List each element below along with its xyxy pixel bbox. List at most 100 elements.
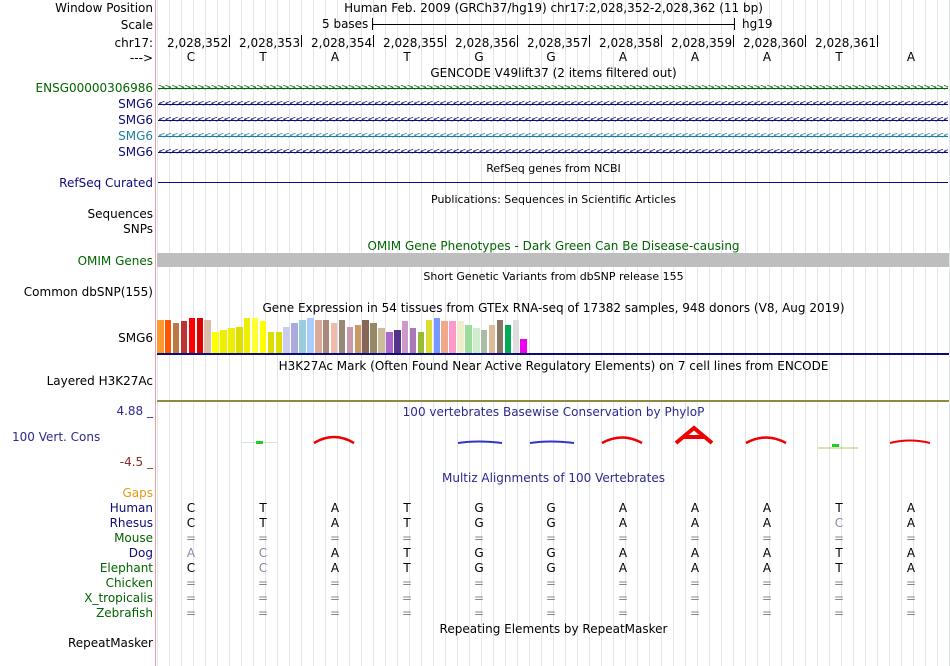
- h3k27ac-label[interactable]: Layered H3K27Ac: [46, 374, 153, 388]
- gtex-tissue-bar[interactable]: [267, 332, 275, 353]
- reference-base: A: [906, 50, 916, 64]
- gtex-tissue-bar[interactable]: [480, 330, 488, 353]
- gtex-tissue-bar[interactable]: [236, 327, 243, 353]
- ruler-tick: [517, 35, 518, 47]
- gtex-expression-bars[interactable]: [157, 318, 537, 353]
- species-label[interactable]: Human: [109, 501, 153, 515]
- gtex-tissue-bar[interactable]: [180, 321, 188, 353]
- refseq-label[interactable]: RefSeq Curated: [59, 176, 153, 190]
- aligned-base: A: [618, 546, 628, 560]
- repeatmasker-label[interactable]: RepeatMasker: [67, 636, 153, 650]
- species-label[interactable]: Zebrafish: [96, 606, 153, 620]
- gtex-tissue-bar[interactable]: [220, 330, 227, 353]
- gencode-transcript-strand[interactable]: >>>>>>>>>>>>>>>>>>>>>>>>>>>>>>>>>>>>>>>>…: [158, 83, 948, 93]
- ruler-position: 2,028,355: [383, 36, 445, 50]
- grid-line: [529, 0, 530, 666]
- grid-line: [757, 0, 758, 666]
- ruler-tick: [445, 35, 446, 47]
- gtex-tissue-bar[interactable]: [425, 320, 433, 353]
- gtex-tissue-bar[interactable]: [512, 320, 519, 353]
- dbsnp-label[interactable]: Common dbSNP(155): [23, 285, 153, 299]
- gtex-tissue-bar[interactable]: [465, 325, 472, 353]
- aligned-base: =: [185, 606, 197, 620]
- gtex-tissue-bar[interactable]: [315, 320, 322, 353]
- gtex-tissue-bar[interactable]: [338, 320, 346, 353]
- aligned-base: T: [403, 561, 411, 575]
- gencode-item-label[interactable]: SMG6: [118, 113, 153, 127]
- gtex-tissue-bar[interactable]: [409, 328, 417, 353]
- gtex-tissue-bar[interactable]: [164, 320, 172, 353]
- species-label[interactable]: Dog: [128, 546, 153, 560]
- h3k27ac-title: H3K27Ac Mark (Often Found Near Active Re…: [278, 359, 829, 373]
- gtex-tissue-bar[interactable]: [212, 332, 219, 353]
- phylop-mark-g2: [529, 440, 575, 444]
- reference-base: T: [403, 50, 411, 64]
- gtex-tissue-bar[interactable]: [441, 321, 448, 353]
- gencode-transcript-strand[interactable]: <<<<<<<<<<<<<<<<<<<<<<<<<<<<<<<<<<<<<<<<…: [158, 131, 948, 141]
- gtex-tissue-bar[interactable]: [157, 320, 164, 353]
- gtex-tissue-bar[interactable]: [283, 327, 290, 353]
- gtex-gene-line[interactable]: [157, 353, 949, 355]
- aligned-base: =: [473, 591, 485, 605]
- assembly-title[interactable]: Human Feb. 2009 (GRCh37/hg19) chr17:2,02…: [344, 1, 763, 15]
- phylop-label[interactable]: 100 Vert. Cons: [12, 430, 101, 444]
- gtex-tissue-bar[interactable]: [251, 318, 259, 353]
- species-label[interactable]: X_tropicalis: [84, 591, 153, 605]
- grid-line: [685, 0, 686, 666]
- gtex-tissue-bar[interactable]: [496, 320, 504, 353]
- gtex-tissue-bar[interactable]: [330, 323, 338, 353]
- gtex-tissue-bar[interactable]: [488, 325, 496, 353]
- gencode-item-label[interactable]: ENSG00000306986: [35, 81, 153, 95]
- grid-line: [865, 0, 866, 666]
- refseq-gene-line[interactable]: [158, 182, 948, 183]
- gtex-tissue-bar[interactable]: [228, 328, 235, 353]
- gtex-tissue-bar[interactable]: [307, 318, 314, 353]
- gtex-tissue-bar[interactable]: [275, 332, 282, 353]
- gtex-tissue-bar[interactable]: [188, 318, 196, 353]
- gtex-tissue-bar[interactable]: [473, 328, 480, 353]
- gtex-tissue-bar[interactable]: [433, 318, 440, 353]
- gtex-tissue-bar[interactable]: [457, 321, 464, 353]
- grid-line: [553, 0, 554, 666]
- gtex-tissue-bar[interactable]: [172, 323, 180, 353]
- gtex-tissue-bar[interactable]: [354, 325, 361, 353]
- omim-label[interactable]: OMIM Genes: [77, 254, 153, 268]
- gtex-tissue-bar[interactable]: [299, 320, 306, 353]
- gencode-transcript-strand[interactable]: <<<<<<<<<<<<<<<<<<<<<<<<<<<<<<<<<<<<<<<<…: [158, 99, 948, 109]
- gtex-tissue-bar[interactable]: [401, 321, 409, 353]
- gtex-tissue-bar[interactable]: [204, 320, 211, 353]
- gtex-tissue-bar[interactable]: [322, 320, 330, 353]
- gtex-tissue-bar[interactable]: [394, 330, 401, 353]
- gtex-tissue-bar[interactable]: [378, 328, 385, 353]
- gtex-tissue-bar[interactable]: [291, 323, 298, 353]
- gtex-tissue-bar[interactable]: [449, 321, 456, 353]
- gencode-item-label[interactable]: SMG6: [118, 145, 153, 159]
- gtex-tissue-bar[interactable]: [196, 318, 203, 353]
- aligned-base: =: [257, 576, 269, 590]
- publications-snps-label[interactable]: SNPs: [123, 222, 153, 236]
- species-label[interactable]: Chicken: [105, 576, 153, 590]
- grid-line: [889, 0, 890, 666]
- gtex-label[interactable]: SMG6: [118, 331, 153, 345]
- publications-sequences-label[interactable]: Sequences: [87, 207, 153, 221]
- species-label[interactable]: Rhesus: [109, 516, 153, 530]
- gtex-tissue-bar[interactable]: [243, 318, 251, 353]
- ruler-tick: [733, 35, 734, 47]
- gtex-tissue-bar[interactable]: [362, 320, 369, 353]
- omim-gene-bar[interactable]: [157, 253, 949, 267]
- gencode-transcript-strand[interactable]: <<<<<<<<<<<<<<<<<<<<<<<<<<<<<<<<<<<<<<<<…: [158, 115, 948, 125]
- gtex-tissue-bar[interactable]: [520, 339, 527, 353]
- gencode-item-label[interactable]: SMG6: [118, 97, 153, 111]
- gtex-tissue-bar[interactable]: [259, 321, 267, 353]
- gencode-item-label[interactable]: SMG6: [118, 129, 153, 143]
- aligned-base: =: [689, 591, 701, 605]
- species-label[interactable]: Elephant: [99, 561, 153, 575]
- gtex-tissue-bar[interactable]: [346, 327, 354, 353]
- species-label[interactable]: Mouse: [114, 531, 153, 545]
- gtex-tissue-bar[interactable]: [504, 325, 512, 353]
- gencode-transcript-strand[interactable]: <<<<<<<<<<<<<<<<<<<<<<<<<<<<<<<<<<<<<<<<…: [158, 147, 948, 157]
- gtex-tissue-bar[interactable]: [386, 332, 393, 353]
- gaps-label[interactable]: Gaps: [122, 486, 153, 500]
- gtex-tissue-bar[interactable]: [370, 323, 377, 353]
- gtex-tissue-bar[interactable]: [417, 332, 425, 353]
